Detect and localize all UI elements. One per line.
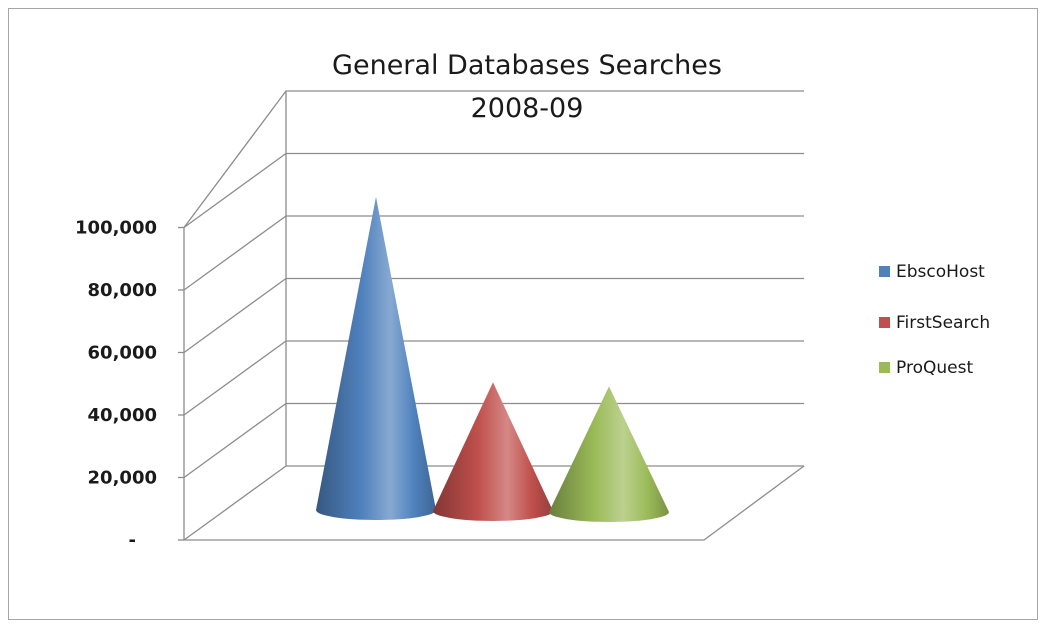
cone-ebscohost xyxy=(316,196,436,520)
chart-grid xyxy=(183,90,805,541)
legend-item-proquest: ProQuest xyxy=(879,358,973,378)
gridline-6 xyxy=(183,90,804,228)
legend-item-ebscohost: EbscoHost xyxy=(879,262,985,282)
chart-title-line-2: 2008-09 xyxy=(471,93,584,124)
gridline-2 xyxy=(183,340,804,416)
y-tick-label-2: 40,000 xyxy=(88,405,157,426)
gridline-3 xyxy=(183,277,804,354)
plot-area xyxy=(316,196,669,522)
legend: EbscoHost FirstSearch ProQuest xyxy=(879,262,990,378)
legend-swatch-proquest xyxy=(879,362,890,373)
floor-edge xyxy=(184,465,805,541)
gridline-1 xyxy=(183,402,804,479)
y-tick-label-3: 60,000 xyxy=(88,343,157,364)
legend-label-proquest: ProQuest xyxy=(896,358,973,378)
y-tick-label-0: - xyxy=(129,530,136,551)
legend-label-ebscohost: EbscoHost xyxy=(896,262,985,282)
legend-label-firstsearch: FirstSearch xyxy=(896,313,990,333)
cone-firstsearch xyxy=(433,382,553,521)
chart-title-line-1: General Databases Searches xyxy=(332,50,722,81)
cone-proquest xyxy=(549,386,669,522)
legend-item-firstsearch: FirstSearch xyxy=(879,313,990,333)
y-tick-label-4: 80,000 xyxy=(88,280,157,301)
y-axis: - 20,000 40,000 60,000 80,000 100,000 xyxy=(75,218,184,551)
legend-swatch-ebscohost xyxy=(879,266,890,277)
legend-swatch-firstsearch xyxy=(879,317,890,328)
gridline-5 xyxy=(183,152,804,229)
y-tick-label-5: 100,000 xyxy=(75,218,157,239)
y-tick-label-1: 20,000 xyxy=(88,468,157,489)
gridline-4 xyxy=(183,215,804,291)
